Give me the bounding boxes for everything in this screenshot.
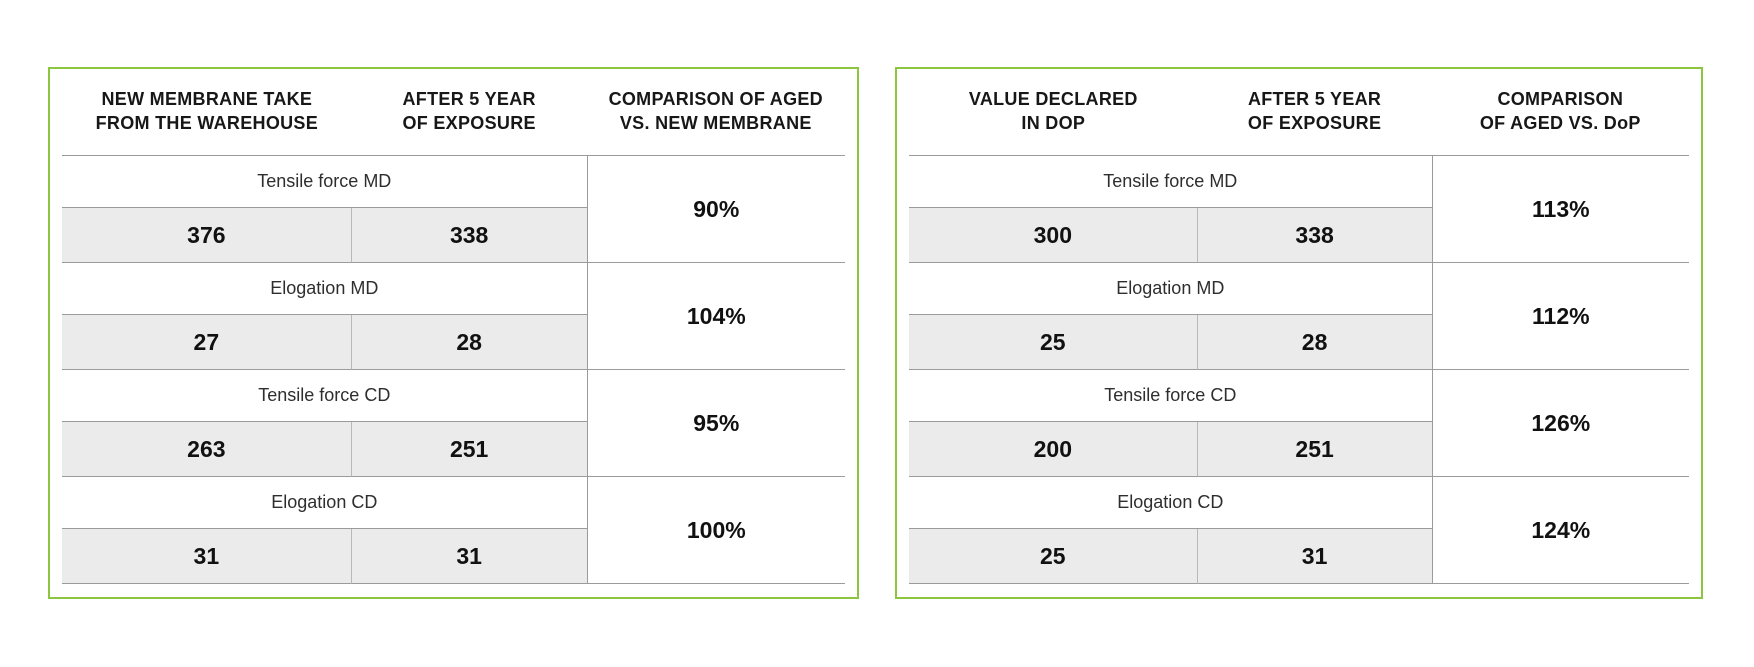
column-header-line: AFTER 5 YEAR: [402, 89, 536, 110]
metric-label: Elogation CD: [62, 477, 587, 529]
value-cell: 376: [62, 208, 352, 263]
aged-vs-new-table: NEW MEMBRANE TAKE FROM THE WAREHOUSE AFT…: [62, 69, 845, 584]
comparison-cell: 90%: [586, 156, 845, 263]
column-header-line: FROM THE WAREHOUSE: [95, 113, 319, 133]
column-header-line: VALUE DECLARED: [968, 89, 1138, 110]
column-header-comparison: COMPARISON OF AGED VS. NEW MEMBRANE: [586, 69, 845, 156]
value-cell: 338: [351, 208, 587, 263]
column-header-line: VS. NEW MEMBRANE: [619, 113, 812, 133]
value-cell: 263: [62, 422, 352, 477]
column-header-line: IN DOP: [1021, 113, 1086, 133]
metric-label: Elogation MD: [909, 263, 1432, 315]
column-header-line: COMPARISON: [1497, 89, 1624, 110]
value-cell: 25: [909, 315, 1198, 370]
aged-vs-dop-table: VALUE DECLARED IN DOP AFTER 5 YEAR OF EX…: [909, 69, 1689, 584]
column-header-exposure: AFTER 5 YEAR OF EXPOSURE: [1197, 69, 1432, 156]
comparison-cell: 113%: [1431, 156, 1689, 263]
metric-label: Elogation CD: [909, 477, 1432, 529]
value-cell: 31: [1197, 529, 1432, 584]
value-cell: 27: [62, 315, 352, 370]
comparison-cell: 95%: [586, 370, 845, 477]
column-header-line: OF EXPOSURE: [402, 113, 536, 133]
metric-label: Tensile force CD: [62, 370, 587, 422]
column-header-comparison: COMPARISON OF AGED VS. DoP: [1431, 69, 1689, 156]
value-cell: 300: [909, 208, 1198, 263]
value-cell: 338: [1197, 208, 1432, 263]
value-cell: 31: [351, 529, 587, 584]
column-header-dop-value: VALUE DECLARED IN DOP: [909, 69, 1198, 156]
comparison-cell: 124%: [1431, 477, 1689, 584]
value-cell: 25: [909, 529, 1198, 584]
metric-label: Tensile force MD: [909, 156, 1432, 208]
aged-vs-dop-table-panel: VALUE DECLARED IN DOP AFTER 5 YEAR OF EX…: [895, 67, 1703, 599]
comparison-cell: 126%: [1431, 370, 1689, 477]
metric-label: Tensile force MD: [62, 156, 587, 208]
value-cell: 28: [351, 315, 587, 370]
column-header-line: OF AGED VS. DoP: [1479, 113, 1641, 133]
column-header-line: OF EXPOSURE: [1247, 113, 1382, 133]
metric-label: Elogation MD: [62, 263, 587, 315]
comparison-cell: 112%: [1431, 263, 1689, 370]
metric-label: Tensile force CD: [909, 370, 1432, 422]
value-cell: 31: [62, 529, 352, 584]
column-header-line: AFTER 5 YEAR: [1247, 89, 1382, 110]
comparison-cell: 104%: [586, 263, 845, 370]
value-cell: 200: [909, 422, 1198, 477]
column-header-new-membrane: NEW MEMBRANE TAKE FROM THE WAREHOUSE: [62, 69, 352, 156]
comparison-cell: 100%: [586, 477, 845, 584]
column-header-line: NEW MEMBRANE TAKE: [101, 89, 313, 110]
column-header-line: COMPARISON OF AGED: [608, 89, 823, 110]
aged-vs-new-table-panel: NEW MEMBRANE TAKE FROM THE WAREHOUSE AFT…: [48, 67, 859, 599]
value-cell: 28: [1197, 315, 1432, 370]
column-header-exposure: AFTER 5 YEAR OF EXPOSURE: [351, 69, 587, 156]
value-cell: 251: [351, 422, 587, 477]
value-cell: 251: [1197, 422, 1432, 477]
